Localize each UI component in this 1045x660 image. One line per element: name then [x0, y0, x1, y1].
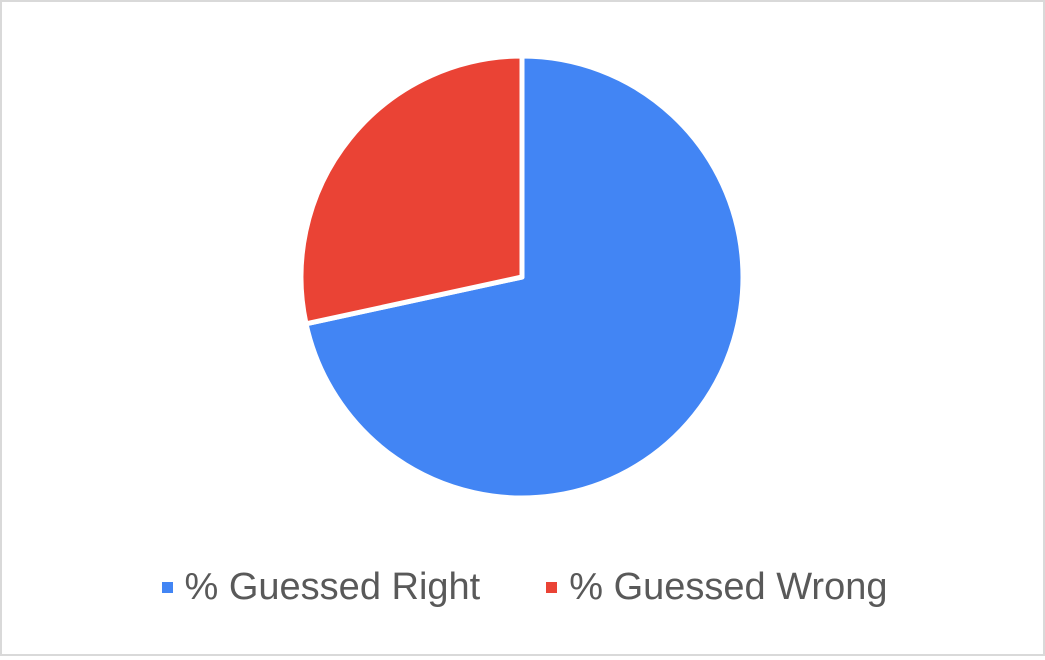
legend-swatch-wrong [546, 581, 558, 593]
legend-item-right: % Guessed Right [161, 566, 481, 608]
legend-swatch-right [161, 581, 173, 593]
legend: % Guessed Right % Guessed Wrong [2, 560, 1045, 614]
legend-label-wrong: % Guessed Wrong [569, 566, 888, 608]
legend-label-right: % Guessed Right [184, 566, 481, 608]
legend-item-wrong: % Guessed Wrong [546, 568, 887, 606]
pie-slice-guessed-wrong [298, 53, 525, 327]
